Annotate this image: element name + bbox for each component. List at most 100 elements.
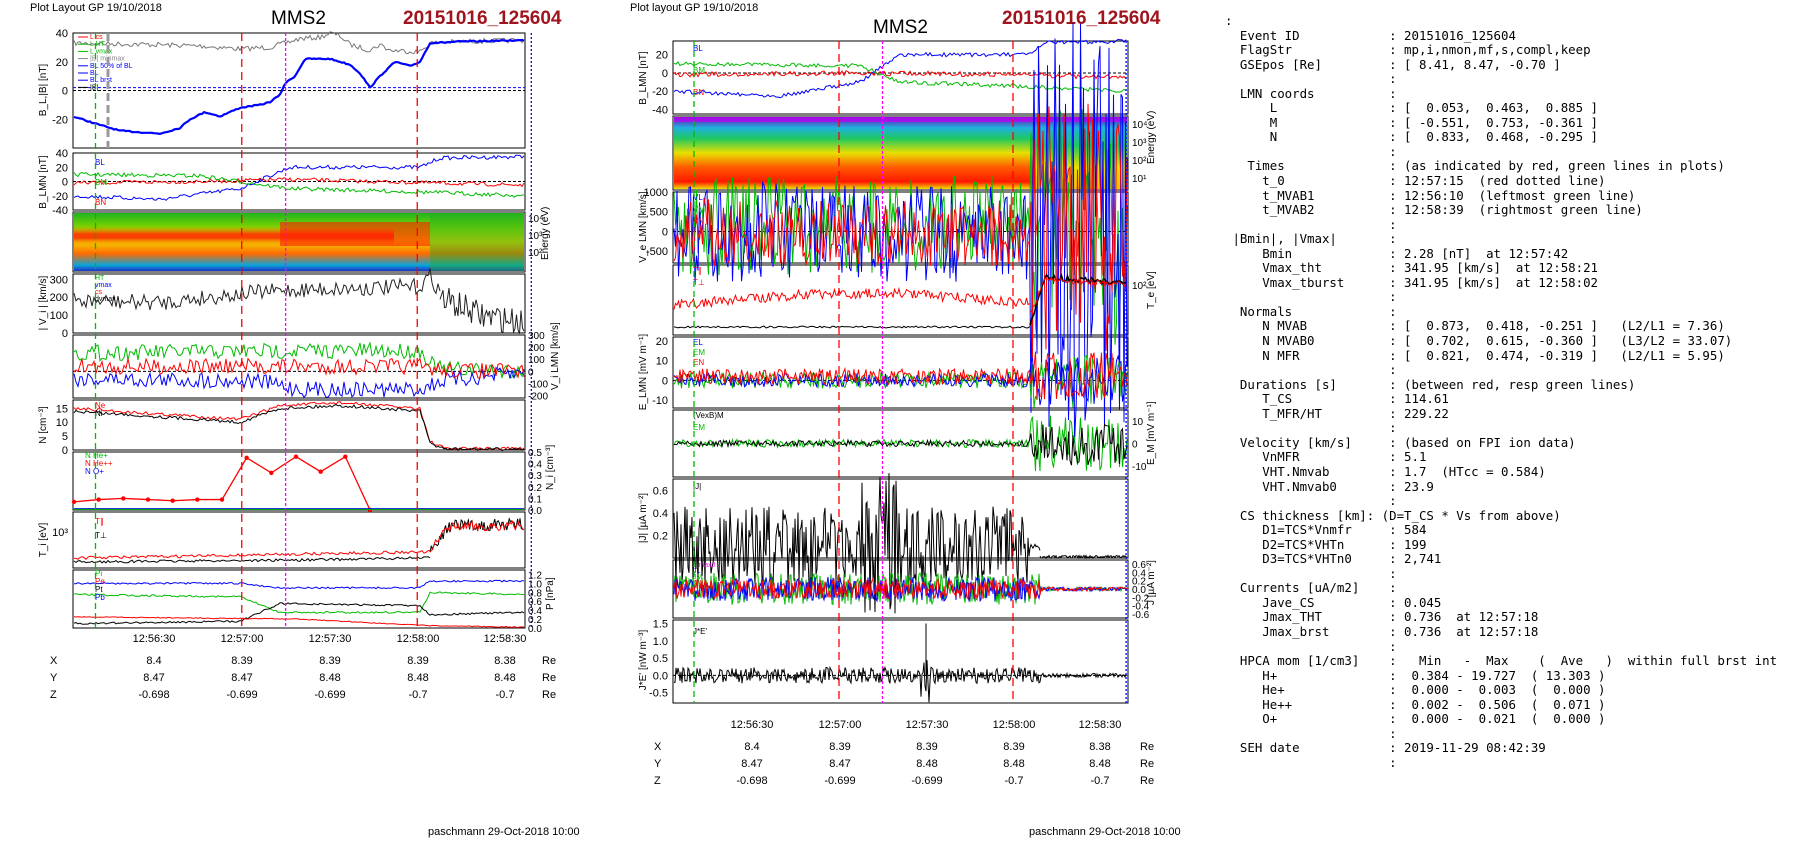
info-line: : — [1389, 493, 1397, 509]
right-te-sheath-red — [1029, 276, 1127, 313]
left-p6-tick: 0.4 — [528, 460, 542, 471]
left-p0-tick: 0 — [62, 86, 68, 98]
right-vexb-line — [673, 423, 1128, 466]
info-line: : — [1389, 143, 1397, 159]
left-p6-ylabel: N_i [cm⁻³] — [545, 445, 556, 491]
right-pos-label: Y — [654, 758, 662, 770]
left-pos-value: 8.39 — [319, 655, 340, 667]
right-title: MMS2 — [873, 17, 928, 38]
right-p8-tick: 0.0 — [653, 670, 668, 682]
right-bn-line — [673, 70, 1127, 80]
left-p7-legend-label: T∥ — [95, 517, 104, 526]
left-pb-line — [73, 602, 525, 625]
left-p7-tick: 10³ — [52, 527, 68, 539]
left-p8-legend-label: Pt — [95, 585, 103, 594]
left-p8-tick: 0.0 — [528, 624, 542, 635]
left-panel-frame — [72, 334, 526, 399]
right-pos-label: X — [654, 741, 662, 753]
right-pos-value: -0.7 — [1005, 775, 1024, 787]
right-p4-legend-label: EL — [693, 338, 703, 347]
left-p3-legend-label: cs — [95, 289, 103, 296]
right-p5-tick: 0 — [1132, 440, 1138, 451]
info-line: : — [1389, 216, 1397, 232]
right-p7-legend-label: JL — [693, 568, 701, 575]
right-p8-tick: 0.5 — [653, 653, 668, 665]
left-p1-ylabel: B_LMN [nT] — [38, 155, 49, 209]
left-p0-legend-label: |B| — [90, 84, 98, 91]
left-pt-line — [74, 579, 525, 590]
left-p6-legend-label: N He++ — [85, 459, 113, 468]
right-j-magnitude — [673, 473, 1041, 614]
right-pos-value: 8.47 — [829, 758, 850, 770]
left-he2-point — [293, 454, 299, 459]
info-line: Jave_CS : 0.045 — [1262, 594, 1442, 610]
info-line: O+ : 0.000 - 0.021 ( 0.000 ) — [1262, 711, 1606, 727]
right-p2-tick: 500 — [650, 207, 668, 219]
right-p2-legend-label: VM — [693, 205, 705, 214]
right-pos-unit: Re — [1140, 741, 1154, 753]
info-line: D2=TCS*VHTn : 199 — [1262, 536, 1427, 552]
left-p0-legend-label: BL 50% of BL — [90, 63, 133, 70]
right-p1-tick: 10³ — [1132, 138, 1147, 149]
left-bl-line — [73, 38, 525, 136]
info-line: : — [1389, 289, 1397, 305]
left-he2-point — [219, 497, 225, 502]
left-p3-legend-label: HT — [95, 275, 105, 282]
left-pos-value: 8.48 — [494, 672, 515, 684]
info-line: N MVAB : [ 0.873, 0.418, -0.251 ] (L2/L1… — [1262, 318, 1725, 334]
right-pos-value: 8.4 — [744, 741, 759, 753]
right-p8-ylabel: J*E' [nW m⁻³] — [638, 630, 649, 691]
right-p6-tick: 0.2 — [653, 530, 668, 542]
info-line: Currents [uA/m2] : — [1239, 580, 1397, 596]
left-p2-tick: 10² — [528, 248, 543, 259]
right-p3-ylabel: T_e [eV] — [1146, 271, 1157, 309]
right-p5-tick: 10 — [1132, 417, 1144, 428]
right-pos-value: -0.699 — [911, 775, 942, 787]
right-tperp-line — [673, 325, 1031, 329]
left-p1-tick: 0 — [62, 177, 68, 189]
right-pos-value: 8.38 — [1089, 741, 1110, 753]
right-panel-frame — [672, 191, 1129, 264]
left-pi-line — [73, 591, 525, 614]
left-plot-layout-label: Plot Layout GP 19/10/2018 — [30, 2, 162, 14]
right-jn-line — [673, 577, 1128, 601]
left-p5-legend-label: Ne — [95, 401, 106, 410]
info-line: Times : (as indicated by red, green line… — [1247, 158, 1725, 174]
left-p8-legend-label: Pe — [95, 577, 105, 586]
right-p2-tick: -500 — [646, 246, 668, 258]
right-panel-frame — [672, 264, 1129, 336]
right-p0-tick: -20 — [652, 86, 668, 98]
right-p0-tick: -40 — [652, 104, 668, 116]
right-p7-legend-label: JM — [693, 574, 703, 581]
left-panel-frame — [72, 211, 526, 273]
left-he2-point — [170, 498, 175, 503]
left-spectrogram-sheath — [430, 213, 524, 271]
info-line: CS thickness [km]: (D=T_CS * Vs from abo… — [1239, 507, 1561, 523]
right-je-line — [673, 660, 1128, 703]
left-pos-label: X — [50, 655, 58, 667]
right-p7-tick: 0.2 — [1132, 577, 1146, 588]
left-pos-value: -0.698 — [138, 689, 169, 701]
left-pos-unit: Re — [542, 689, 556, 701]
right-p0-legend-label: BN — [693, 88, 704, 97]
left-p4-ylabel: V_i LMN [km/s] — [550, 322, 561, 390]
left-pos-value: 8.38 — [494, 655, 515, 667]
right-p5-legend-label: (VexB)M — [693, 411, 724, 420]
left-he2-point — [145, 497, 151, 502]
left-he2-point — [244, 455, 249, 460]
left-ni-line — [73, 404, 525, 452]
right-p4-tick: -10 — [652, 395, 668, 407]
right-p4-legend-label: EM — [693, 348, 705, 357]
right-p3-legend-label: T∥ — [693, 266, 702, 275]
info-line: Vmax_tht : 341.95 [km/s] at 12:58:21 — [1262, 260, 1598, 276]
info-line: HPCA mom [1/cm3] : Min - Max ( Ave ) wit… — [1239, 653, 1778, 669]
left-p3-legend-label: vmax — [95, 282, 112, 289]
left-he2-point — [195, 497, 200, 502]
left-vn-component — [73, 357, 525, 379]
left-event-id: 20151016_125604 — [403, 8, 562, 29]
right-p7-legend-label: J maxJ — [693, 562, 715, 569]
left-p5-ylabel: N [cm⁻³] — [38, 406, 49, 444]
info-line: T_MFR/HT : 229.22 — [1262, 405, 1449, 421]
left-tpar-line — [73, 549, 430, 560]
info-line: : — [1389, 420, 1397, 436]
